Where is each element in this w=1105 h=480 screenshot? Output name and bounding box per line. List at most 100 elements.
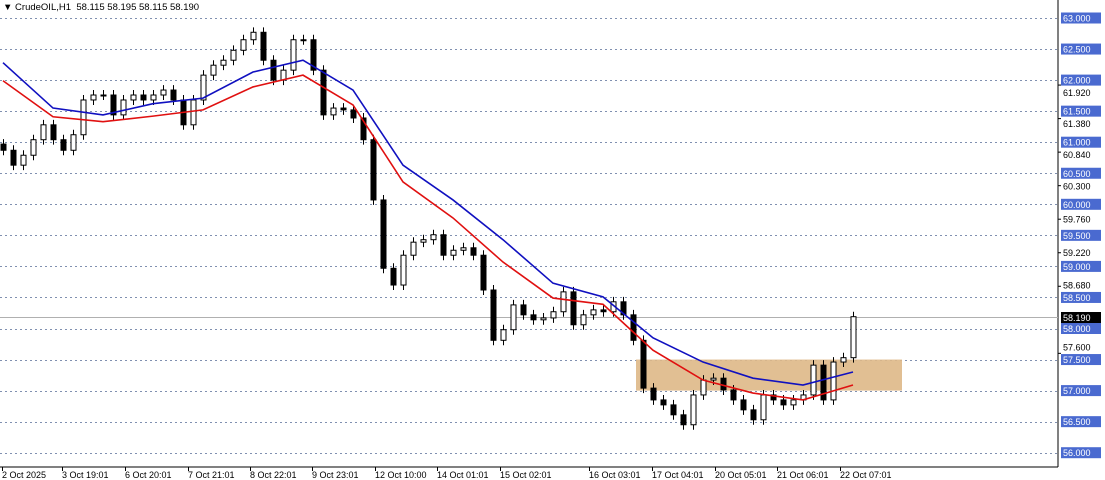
candle	[700, 379, 707, 396]
candle	[540, 317, 547, 321]
price-level-label: 57.500	[1063, 355, 1091, 365]
time-axis-label: 17 Oct 04:01	[652, 470, 704, 480]
candle	[550, 311, 557, 319]
price-level-label: 56.500	[1063, 417, 1091, 427]
candle	[350, 109, 357, 119]
price-level-badge	[1061, 43, 1101, 55]
time-axis-label: 9 Oct 23:01	[312, 470, 359, 480]
candle	[450, 249, 457, 256]
price-axis-label: 61.380	[1063, 119, 1091, 129]
price-axis-label: 59.760	[1063, 215, 1091, 225]
candle	[840, 357, 847, 363]
time-axis-label: 2 Oct 2025	[2, 470, 46, 480]
candle	[330, 107, 337, 116]
candle	[520, 304, 527, 316]
candle	[810, 364, 817, 396]
candle	[70, 134, 77, 151]
moving-average-fast	[2, 74, 854, 401]
time-axis-label: 21 Oct 06:01	[777, 470, 829, 480]
candle	[0, 143, 7, 151]
candle	[310, 39, 317, 71]
time-axis-label: 8 Oct 22:01	[250, 470, 297, 480]
price-level-label: 62.500	[1063, 45, 1091, 55]
candle	[590, 309, 597, 316]
candle	[20, 154, 27, 166]
candle	[10, 149, 17, 166]
candle	[160, 89, 167, 96]
candle	[830, 361, 837, 401]
candle	[410, 241, 417, 256]
candle	[120, 99, 127, 116]
candle	[430, 234, 437, 241]
candle	[500, 329, 507, 341]
ohlc-readout: 58.115 58.195 58.115 58.190	[76, 2, 200, 13]
candle	[490, 289, 497, 341]
time-axis-label: 22 Oct 07:01	[840, 470, 892, 480]
candle	[570, 291, 577, 326]
candle	[510, 304, 517, 331]
candle	[470, 247, 477, 256]
candle	[720, 377, 727, 391]
candle	[40, 124, 47, 141]
candle	[850, 316, 857, 359]
candle	[680, 414, 687, 426]
price-axis-label: 60.840	[1063, 150, 1091, 160]
time-axis-label: 14 Oct 01:01	[437, 470, 489, 480]
candle	[80, 99, 87, 136]
price-level-badge	[1061, 74, 1101, 86]
price-axis-label: 59.220	[1063, 248, 1091, 258]
moving-average-slow	[2, 59, 854, 386]
candle	[770, 394, 777, 401]
candle	[290, 39, 297, 71]
candle	[340, 107, 347, 111]
collapse-triangle-icon[interactable]: ▼	[3, 2, 13, 13]
price-level-badge	[1061, 260, 1101, 272]
candle	[820, 364, 827, 401]
chart-title: ▼ CrudeOIL,H1 58.115 58.195 58.115 58.19…	[3, 2, 199, 13]
candle	[210, 64, 217, 76]
price-axis-label: 61.920	[1063, 88, 1091, 98]
candle	[560, 291, 567, 313]
candle	[370, 139, 377, 201]
current-price-badge	[1061, 312, 1101, 323]
candle	[30, 139, 37, 156]
candle	[240, 39, 247, 51]
support-zone	[636, 359, 902, 391]
candle	[440, 234, 447, 256]
time-axis-label: 16 Oct 03:01	[589, 470, 641, 480]
candle	[750, 409, 757, 421]
candle	[710, 377, 717, 381]
price-level-label: 61.500	[1063, 107, 1091, 117]
price-level-badge	[1061, 354, 1101, 366]
candle	[320, 69, 327, 116]
price-level-label: 59.500	[1063, 231, 1091, 241]
price-level-label: 63.000	[1063, 14, 1091, 24]
price-level-label: 56.000	[1063, 448, 1091, 458]
time-axis-label: 12 Oct 10:00	[375, 470, 427, 480]
price-level-label: 60.500	[1063, 169, 1091, 179]
price-level-badge	[1061, 385, 1101, 397]
price-level-badge	[1061, 198, 1101, 210]
time-axis-label: 7 Oct 21:01	[188, 470, 235, 480]
price-level-badge	[1061, 136, 1101, 148]
price-level-badge	[1061, 12, 1101, 24]
price-axis-label: 60.300	[1063, 181, 1091, 191]
candle	[640, 339, 647, 389]
price-level-badge	[1061, 323, 1101, 334]
candle	[580, 314, 587, 326]
candle	[790, 399, 797, 406]
price-level-label: 61.000	[1063, 138, 1091, 148]
candle	[60, 139, 67, 151]
candle	[150, 94, 157, 101]
candle	[690, 394, 697, 426]
symbol-label: CrudeOIL,H1	[15, 2, 72, 13]
candle	[660, 399, 667, 406]
candle	[50, 124, 57, 141]
candle	[110, 94, 117, 116]
candle	[220, 59, 227, 66]
price-level-badge	[1061, 416, 1101, 428]
time-axis-label: 6 Oct 20:01	[125, 470, 172, 480]
candle	[380, 199, 387, 269]
candle	[620, 301, 627, 316]
